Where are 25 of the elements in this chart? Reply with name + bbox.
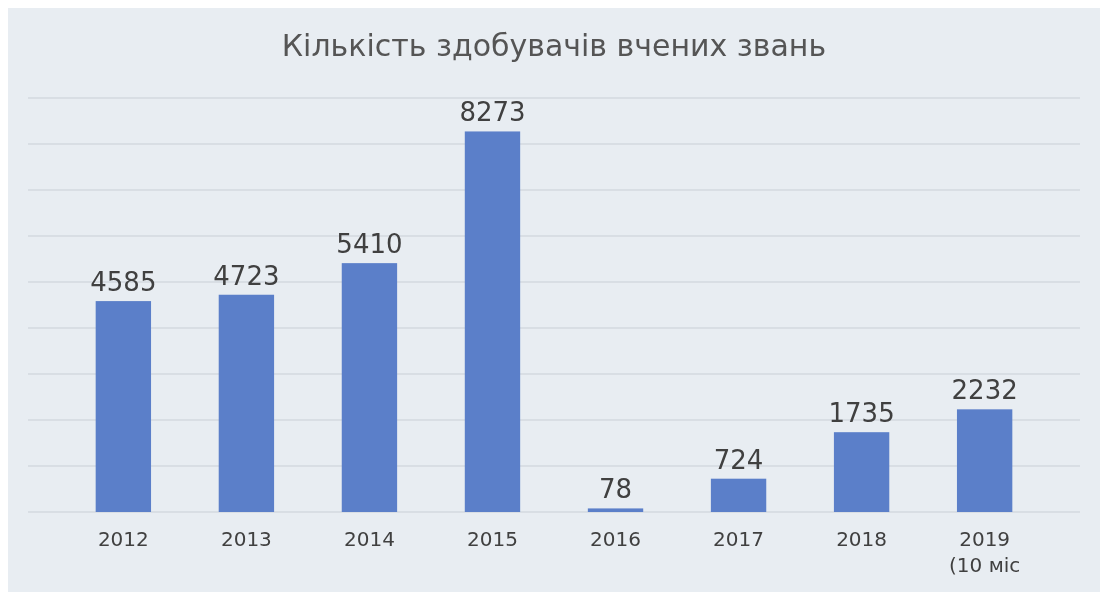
data-label: 4723 (213, 260, 280, 291)
x-tick-label: 2017 (713, 527, 765, 551)
x-tick-label: 2015 (467, 527, 518, 551)
data-label: 4585 (90, 267, 157, 298)
x-tick-label: 2016 (590, 527, 641, 551)
chart-title: Кількість здобувачів вчених звань (281, 28, 827, 63)
bar (464, 131, 521, 512)
data-label: 2232 (951, 375, 1018, 406)
x-tick-label: 2018 (836, 527, 888, 551)
x-tick-label: 2019 (10 міс (949, 527, 1021, 577)
x-tick-label: 2013 (220, 527, 272, 551)
bar (833, 432, 890, 512)
data-label: 724 (713, 444, 764, 475)
x-tick-label: 2012 (97, 527, 149, 551)
bar (956, 409, 1013, 512)
data-label: 8273 (459, 97, 526, 128)
data-label: 1735 (828, 398, 895, 429)
bar (587, 508, 644, 512)
bar (95, 301, 152, 512)
bar (218, 294, 275, 512)
data-label: 78 (598, 474, 633, 505)
bar (341, 263, 398, 512)
bar (710, 478, 767, 512)
data-label: 5410 (336, 229, 403, 260)
x-tick-label: 2014 (343, 527, 395, 551)
